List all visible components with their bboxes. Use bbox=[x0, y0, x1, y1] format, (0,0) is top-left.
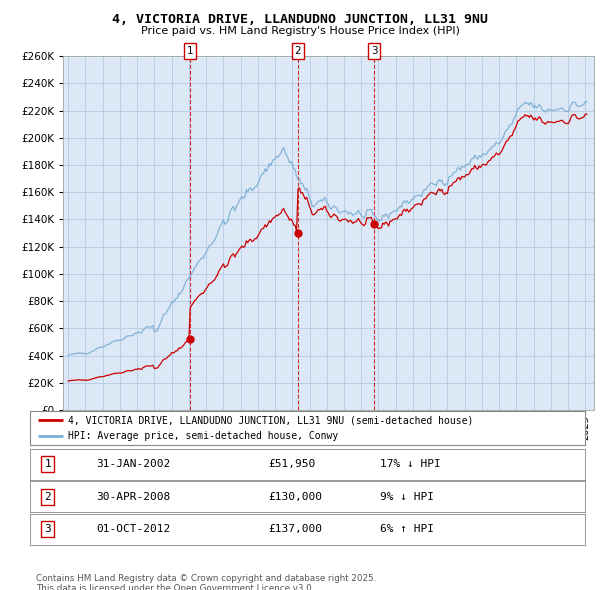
Text: 2: 2 bbox=[295, 46, 301, 56]
Text: £130,000: £130,000 bbox=[269, 492, 323, 502]
Text: Contains HM Land Registry data © Crown copyright and database right 2025.
This d: Contains HM Land Registry data © Crown c… bbox=[36, 574, 376, 590]
Text: 2: 2 bbox=[44, 492, 51, 502]
Text: 3: 3 bbox=[44, 525, 51, 534]
Text: 3: 3 bbox=[371, 46, 377, 56]
Text: 1: 1 bbox=[187, 46, 194, 56]
Text: 17% ↓ HPI: 17% ↓ HPI bbox=[380, 460, 440, 469]
Text: 30-APR-2008: 30-APR-2008 bbox=[97, 492, 171, 502]
Text: 6% ↑ HPI: 6% ↑ HPI bbox=[380, 525, 434, 534]
Text: £137,000: £137,000 bbox=[269, 525, 323, 534]
Text: Price paid vs. HM Land Registry's House Price Index (HPI): Price paid vs. HM Land Registry's House … bbox=[140, 26, 460, 36]
Text: 31-JAN-2002: 31-JAN-2002 bbox=[97, 460, 171, 469]
Text: 9% ↓ HPI: 9% ↓ HPI bbox=[380, 492, 434, 502]
Text: 01-OCT-2012: 01-OCT-2012 bbox=[97, 525, 171, 534]
Text: HPI: Average price, semi-detached house, Conwy: HPI: Average price, semi-detached house,… bbox=[68, 431, 338, 441]
Text: 1: 1 bbox=[44, 460, 51, 469]
Text: £51,950: £51,950 bbox=[269, 460, 316, 469]
Text: 4, VICTORIA DRIVE, LLANDUDNO JUNCTION, LL31 9NU (semi-detached house): 4, VICTORIA DRIVE, LLANDUDNO JUNCTION, L… bbox=[68, 415, 473, 425]
Text: 4, VICTORIA DRIVE, LLANDUDNO JUNCTION, LL31 9NU: 4, VICTORIA DRIVE, LLANDUDNO JUNCTION, L… bbox=[112, 13, 488, 26]
